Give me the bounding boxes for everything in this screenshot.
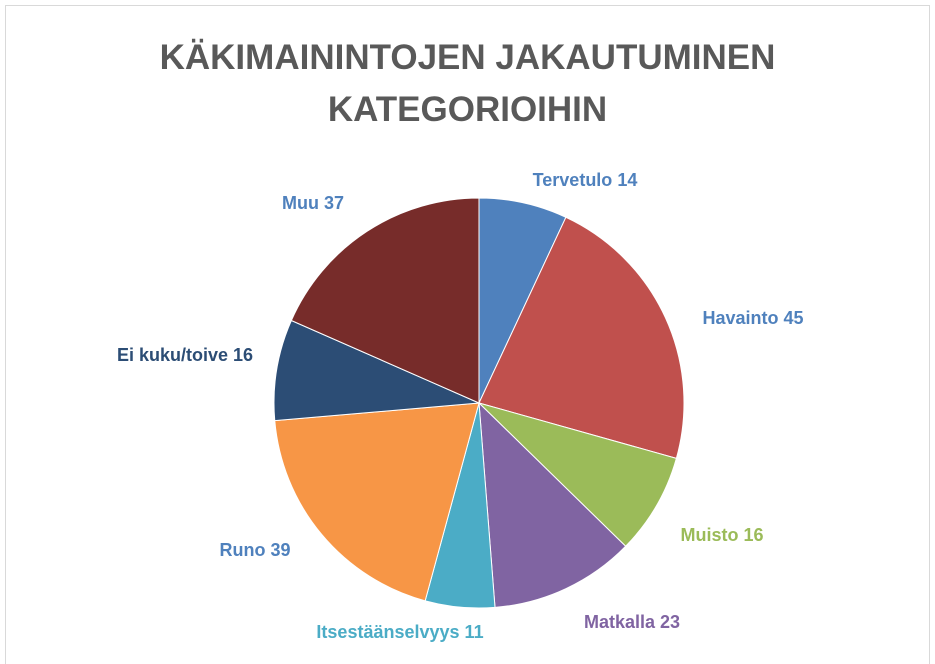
label-value: 16 bbox=[233, 345, 254, 365]
data-label: Runo 39 bbox=[155, 537, 355, 563]
label-category: Itsestäänselvyys bbox=[316, 622, 460, 642]
pie-slice bbox=[273, 319, 480, 422]
label-value: 14 bbox=[617, 170, 638, 190]
pie-slice bbox=[274, 402, 480, 602]
data-label: Matkalla 23 bbox=[532, 609, 732, 635]
label-value: 11 bbox=[464, 622, 484, 642]
label-value: 39 bbox=[270, 540, 291, 560]
pie-slice bbox=[478, 402, 677, 547]
data-label: Itsestäänselvyys 11 bbox=[315, 619, 485, 645]
data-label: Muisto 16 bbox=[622, 522, 822, 548]
data-label: Tervetulo 14 bbox=[485, 167, 685, 193]
label-category: Muu bbox=[281, 193, 319, 213]
pie-slice bbox=[478, 401, 627, 608]
label-value: 45 bbox=[783, 308, 804, 328]
label-category: Matkalla bbox=[583, 612, 655, 632]
label-value: 16 bbox=[743, 525, 764, 545]
label-category: Havainto bbox=[702, 308, 779, 328]
data-label: Havainto 45 bbox=[653, 305, 853, 331]
pie-slice bbox=[478, 216, 685, 459]
label-value: 23 bbox=[660, 612, 681, 632]
chart-title: KÄKIMAININTOJEN JAKAUTUMINEN KATEGORIOIH… bbox=[159, 38, 776, 129]
data-label: Ei kuku/toive 16 bbox=[105, 342, 265, 368]
label-category: Runo bbox=[219, 540, 266, 560]
label-category: Ei kuku/toive bbox=[116, 345, 228, 365]
label-category: Muisto bbox=[680, 525, 739, 545]
data-label: Muu 37 bbox=[213, 190, 413, 216]
label-value: 37 bbox=[323, 193, 345, 213]
pie-slice bbox=[290, 197, 480, 404]
label-category: Tervetulo bbox=[532, 170, 613, 190]
